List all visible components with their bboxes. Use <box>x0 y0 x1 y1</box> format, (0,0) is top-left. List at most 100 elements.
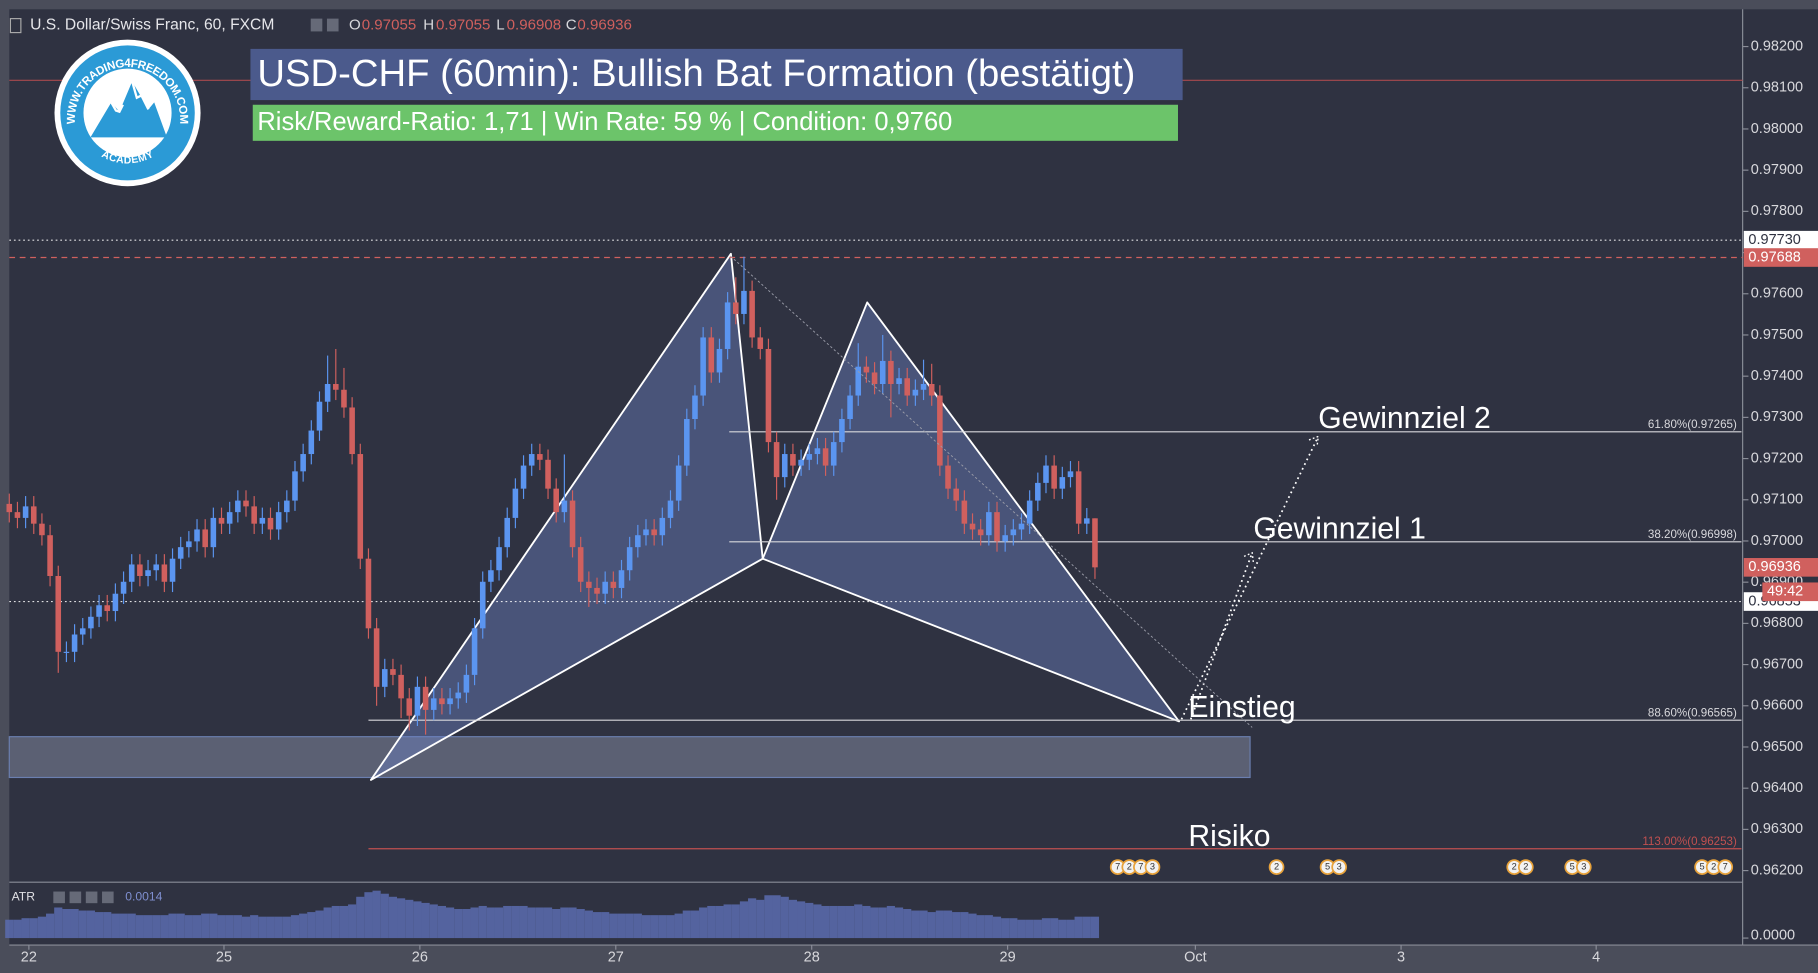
candle-body <box>863 366 870 373</box>
candle-body <box>643 529 649 536</box>
y-tick-label: 0.96800 <box>1751 615 1803 631</box>
y-tick-label: 0.98000 <box>1751 121 1803 137</box>
ohlc-value: 0.96908 <box>507 17 561 34</box>
guide-line <box>730 255 1253 728</box>
atr-bar <box>682 910 691 939</box>
icon <box>53 891 65 904</box>
candle-body <box>733 302 739 314</box>
candle-body <box>259 517 266 524</box>
ohlc-value: 0.97055 <box>436 17 490 34</box>
candle-body <box>71 634 78 652</box>
atr-bar <box>21 918 30 939</box>
atr-bar <box>290 915 300 939</box>
candle-body <box>1018 523 1025 530</box>
atr-bar <box>5 919 14 939</box>
annotation: Risiko <box>1188 820 1270 853</box>
candle-body <box>104 605 111 612</box>
atr-bar <box>94 912 104 939</box>
atr-bar <box>143 915 153 939</box>
atr-bar <box>445 907 455 939</box>
candle-body <box>553 488 559 513</box>
title-box <box>250 48 1183 101</box>
atr-bar <box>797 901 806 939</box>
ohlc-value: 0.97055 <box>362 17 416 34</box>
atr-bar <box>650 915 659 939</box>
atr-bar <box>821 905 830 939</box>
atr-bar <box>788 899 798 939</box>
candle-body <box>569 500 576 548</box>
y-tick-label: 0.96300 <box>1751 821 1803 837</box>
atr-bar <box>356 896 365 939</box>
candle-body <box>161 564 168 582</box>
candle-body <box>186 541 192 548</box>
candle-body <box>847 395 853 420</box>
candle-body <box>781 454 788 478</box>
event-badge <box>1268 859 1285 875</box>
atr-bar <box>160 915 169 939</box>
atr-bar <box>225 915 234 939</box>
atr-bar <box>584 910 593 939</box>
candle-body <box>349 407 355 455</box>
indicator-name: ATR <box>12 890 36 904</box>
y-tick-label: 0.97900 <box>1751 162 1803 178</box>
atr-bar <box>862 905 871 939</box>
atr-bar <box>209 913 218 939</box>
atr-bar <box>323 907 332 939</box>
atr-bar <box>119 913 128 939</box>
candle-body <box>112 593 119 612</box>
candle-body <box>1084 518 1090 524</box>
candle-body <box>153 564 159 571</box>
atr-bar <box>388 896 398 939</box>
atr-bar <box>960 912 969 939</box>
candle-body <box>463 674 470 693</box>
atr-bar <box>894 907 904 939</box>
candle-body <box>577 547 584 582</box>
atr-bar <box>568 907 577 939</box>
atr-bar <box>935 910 944 939</box>
atr-bar <box>1090 916 1100 939</box>
event-badge <box>1517 859 1534 875</box>
candle-body <box>994 512 1000 542</box>
candle-body <box>210 517 217 548</box>
atr-bar <box>413 901 422 939</box>
candle-body <box>1075 471 1082 524</box>
candle-body <box>406 698 413 716</box>
pattern-leg <box>761 301 1180 723</box>
candle-body <box>202 529 208 548</box>
fib-label: 61.80%(0.97265) <box>1648 418 1737 431</box>
atr-bar <box>201 913 210 939</box>
icon <box>9 18 22 34</box>
candle-body <box>341 389 347 408</box>
candle-body <box>22 506 29 518</box>
candle-body <box>6 503 13 513</box>
atr-bar <box>54 907 63 939</box>
atr-bar <box>192 915 202 939</box>
atr-bar <box>764 895 773 939</box>
candle-body <box>169 558 176 582</box>
atr-bar <box>1025 919 1034 939</box>
ohlc-letter: L <box>496 17 504 34</box>
atr-bar <box>111 913 120 939</box>
atr-bar <box>1001 918 1010 939</box>
atr-bar <box>405 899 414 939</box>
candle-body <box>708 337 715 373</box>
atr-bar <box>152 915 161 939</box>
atr-bar <box>478 905 487 939</box>
candle-body <box>635 535 641 548</box>
atr-bar <box>331 905 340 939</box>
atr-bar <box>1074 916 1083 939</box>
arrow-head <box>1243 551 1255 563</box>
icon <box>69 891 82 904</box>
candle-body <box>120 581 127 594</box>
candle-body <box>145 570 151 576</box>
y-tick-label: 0.96600 <box>1751 698 1803 714</box>
atr-bar <box>348 904 357 939</box>
atr-bar <box>633 913 642 939</box>
event-count: 2 <box>1274 862 1279 872</box>
back-layer <box>5 79 1743 939</box>
y-tick-label: 0.96200 <box>1751 862 1803 878</box>
front-layer: 61.80%(0.97265) 38.20%(0.96998) 88.60%(0.9… <box>1109 418 1737 875</box>
atr-bar <box>46 913 55 939</box>
atr-bar <box>70 909 79 939</box>
logo-snow <box>110 81 150 114</box>
